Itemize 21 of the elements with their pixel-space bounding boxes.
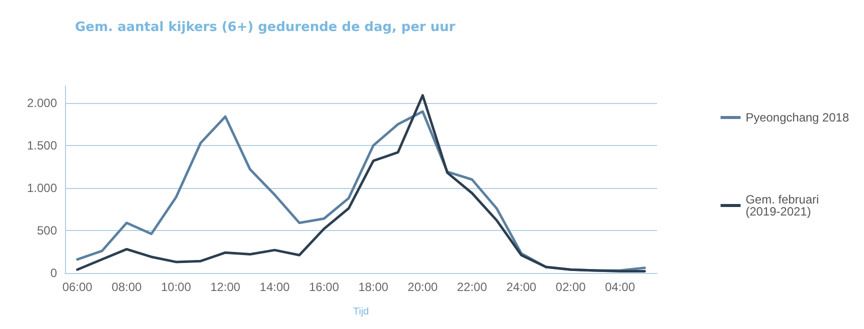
x-tick-label: 22:00	[456, 280, 488, 294]
x-axis-title: Tijd	[353, 306, 369, 318]
legend-label: Gem. februari (2019-2021)	[746, 192, 822, 218]
x-tick-label: 12:00	[210, 280, 241, 294]
y-tick-label: 0	[50, 266, 58, 280]
x-tick-label: 16:00	[308, 280, 340, 294]
y-tick-label: 2.000	[26, 96, 58, 110]
x-tick-label: 06:00	[62, 280, 93, 294]
legend-label: Pyeongchang 2018	[746, 110, 850, 124]
x-tick-label: 24:00	[506, 280, 537, 294]
x-tick-label: 20:00	[408, 280, 438, 294]
chart-title: Gem. aantal kijkers (6+) gedurende de dag, per uur	[75, 20, 456, 35]
x-tick-label: 02:00	[556, 280, 586, 294]
y-tick-label: 500	[36, 224, 58, 238]
x-tick-label: 18:00	[358, 280, 389, 294]
x-tick-label: 08:00	[112, 280, 142, 294]
y-tick-label: 1.500	[26, 138, 58, 152]
x-tick-label: 04:00	[604, 280, 636, 294]
x-tick-label: 10:00	[160, 280, 192, 294]
y-tick-label: 1.000	[26, 181, 58, 195]
x-tick-label: 14:00	[260, 280, 290, 294]
